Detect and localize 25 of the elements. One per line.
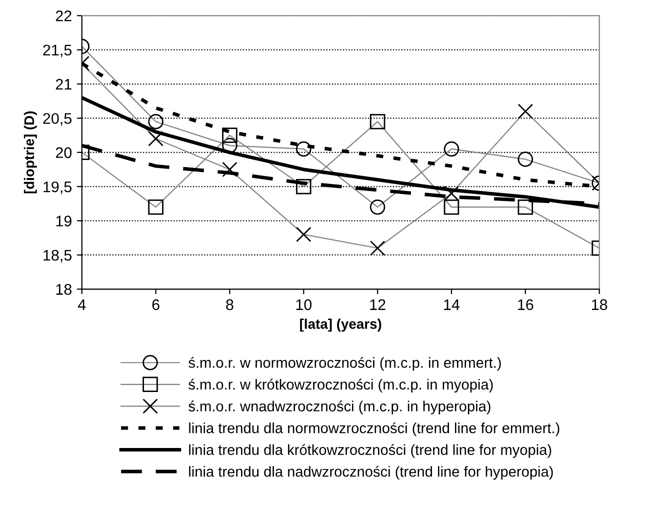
x-tick-label: 16: [518, 299, 534, 310]
x-tick-label: 4: [78, 299, 86, 310]
x-tick-label: 10: [296, 299, 312, 310]
y-tick-label: 19,5: [44, 181, 72, 194]
y-tick-label: 20: [56, 147, 72, 158]
legend-label: linia trendu dla nadwzroczności (trend line for hyperopia): [189, 466, 553, 480]
legend-label: linia trendu dla normowzroczności (trend line for emmert.): [189, 422, 560, 436]
legend-label: ś.m.o.r. w krótkowzroczności (m.c.p. in myopia): [188, 378, 493, 393]
x-axis-title: [lata] (years): [300, 318, 382, 332]
y-tick-label: 22: [56, 10, 72, 22]
x-tick-label: 12: [370, 299, 386, 310]
legend-label: ś.m.o.r. w normowzroczności (m.c.p. in emmert.): [188, 356, 501, 371]
y-tick-label: 19: [56, 216, 72, 226]
y-tick-label: 21: [56, 78, 72, 90]
x-tick-label: 8: [226, 299, 234, 310]
y-tick-label: 18,5: [44, 250, 72, 262]
x-tick-label: 6: [152, 299, 160, 310]
y-axis-title: [dioptrie] (D): [24, 111, 37, 194]
x-tick-label: 18: [592, 299, 608, 310]
y-tick-label: 18: [56, 284, 72, 295]
x-tick-label: 14: [444, 299, 460, 310]
legend-label: ś.m.o.r. wnadwzroczności (m.c.p. in hyperopia): [188, 400, 490, 414]
y-tick-label: 20,5: [43, 113, 72, 126]
legend-label: linia trendu dla krótkowzroczności (trend line for myopia): [189, 444, 552, 458]
y-tick-label: 21,5: [43, 44, 72, 58]
